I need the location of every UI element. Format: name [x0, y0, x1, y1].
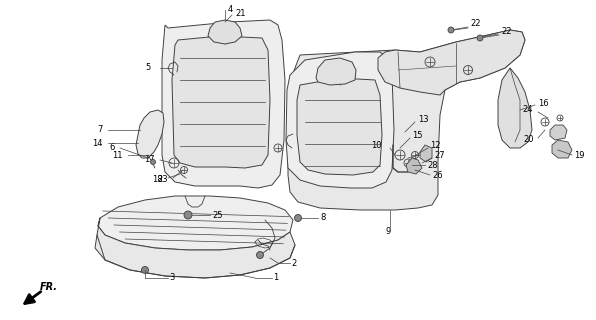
- Polygon shape: [95, 218, 295, 278]
- Polygon shape: [498, 68, 532, 148]
- Text: 22: 22: [501, 28, 511, 36]
- Polygon shape: [162, 20, 285, 188]
- Text: 13: 13: [418, 116, 429, 124]
- Polygon shape: [297, 78, 382, 175]
- Polygon shape: [208, 20, 242, 44]
- Text: 10: 10: [371, 140, 382, 149]
- Text: 5: 5: [146, 63, 151, 73]
- Text: 28: 28: [427, 161, 437, 170]
- Text: 7: 7: [98, 125, 103, 134]
- Text: 2: 2: [291, 259, 296, 268]
- Text: 25: 25: [212, 211, 222, 220]
- Text: 18: 18: [153, 175, 163, 185]
- Polygon shape: [316, 58, 356, 85]
- Circle shape: [477, 35, 483, 41]
- Polygon shape: [98, 196, 293, 250]
- Polygon shape: [552, 140, 572, 158]
- Text: 19: 19: [574, 150, 585, 159]
- Text: 14: 14: [92, 139, 103, 148]
- Circle shape: [141, 267, 148, 274]
- Polygon shape: [550, 125, 567, 140]
- Text: 21: 21: [235, 10, 246, 19]
- Polygon shape: [406, 158, 422, 174]
- Text: 16: 16: [538, 99, 549, 108]
- Polygon shape: [172, 36, 270, 168]
- Polygon shape: [420, 145, 432, 162]
- Text: 20: 20: [523, 135, 534, 145]
- Text: 6: 6: [110, 143, 115, 153]
- Text: 23: 23: [157, 175, 168, 185]
- Text: 1: 1: [273, 274, 278, 283]
- Text: 11: 11: [113, 150, 123, 159]
- Polygon shape: [378, 30, 525, 95]
- Polygon shape: [136, 110, 164, 158]
- Text: 3: 3: [169, 274, 175, 283]
- Text: 24: 24: [523, 106, 533, 115]
- Text: 8: 8: [320, 213, 325, 222]
- Circle shape: [184, 211, 192, 219]
- Polygon shape: [288, 30, 525, 210]
- Text: 17: 17: [144, 156, 155, 164]
- Text: 12: 12: [430, 141, 440, 150]
- Text: 27: 27: [434, 151, 445, 161]
- Text: 15: 15: [412, 132, 423, 140]
- Polygon shape: [286, 52, 394, 188]
- Text: 22: 22: [470, 20, 480, 28]
- Circle shape: [294, 214, 302, 221]
- Text: 26: 26: [432, 171, 443, 180]
- Text: 4: 4: [228, 4, 233, 13]
- Circle shape: [448, 27, 454, 33]
- Text: FR.: FR.: [40, 282, 58, 292]
- Text: 9: 9: [386, 228, 390, 236]
- Text: 29: 29: [422, 148, 433, 157]
- Circle shape: [256, 252, 263, 259]
- Circle shape: [151, 159, 156, 164]
